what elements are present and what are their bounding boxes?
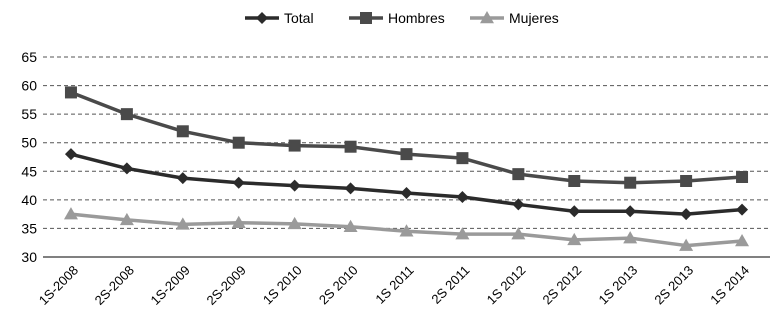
data-point (680, 208, 693, 221)
data-point (176, 172, 189, 185)
data-point (567, 232, 582, 246)
data-point (287, 216, 302, 230)
data-point (63, 207, 78, 220)
data-point (232, 176, 245, 189)
x-tick-label: 1S-2008 (36, 263, 81, 308)
x-tick-label: 1S 2010 (260, 263, 305, 308)
legend-item-mujeres: Mujeres (470, 10, 559, 26)
x-tick-label: 2S 2010 (316, 263, 361, 308)
data-point (679, 238, 694, 251)
series-mujeres (63, 207, 750, 251)
x-tick-label: 1S 2013 (595, 263, 640, 308)
data-point (624, 205, 637, 218)
legend-item-total: Total (245, 10, 314, 26)
series-hombres (64, 86, 749, 189)
data-point (175, 217, 190, 230)
x-tick-label: 2S 2013 (651, 263, 696, 308)
y-tick-label: 40 (21, 192, 37, 208)
data-point (568, 175, 581, 187)
data-point (176, 125, 189, 138)
x-tick-label: 1S 2011 (372, 263, 416, 307)
data-point (288, 139, 301, 152)
y-tick-label: 65 (21, 49, 37, 65)
data-point (456, 152, 469, 165)
x-tick-label: 1S 2014 (707, 263, 752, 308)
data-point (64, 86, 77, 99)
x-tick-label: 1S-2009 (148, 263, 193, 308)
data-point (623, 231, 638, 244)
data-point (736, 171, 749, 183)
data-point (455, 227, 470, 240)
y-tick-label: 50 (21, 135, 37, 151)
series-total (64, 148, 749, 221)
legend-label: Total (284, 10, 314, 26)
data-point (624, 176, 637, 189)
x-tick-label: 2S 2011 (428, 263, 472, 307)
data-point (344, 140, 357, 153)
data-point (680, 175, 693, 187)
legend-marker (256, 12, 268, 24)
data-point (120, 162, 133, 175)
series-line (70, 152, 743, 216)
gridlines (43, 56, 770, 229)
data-point (64, 148, 77, 161)
series-group (63, 86, 750, 251)
data-point (736, 203, 749, 216)
data-point (735, 234, 750, 247)
series-line (70, 90, 743, 185)
data-point (400, 187, 413, 199)
data-point (120, 108, 133, 121)
x-tick-label: 2S 2012 (540, 263, 585, 308)
data-point (512, 198, 525, 211)
data-point (343, 219, 358, 232)
data-point (232, 136, 245, 149)
data-point (456, 191, 469, 203)
data-point (400, 148, 413, 161)
legend-item-hombres: Hombres (349, 10, 445, 26)
x-tick-label: 1S 2012 (484, 263, 529, 308)
y-tick-label: 30 (21, 249, 37, 265)
data-point (288, 179, 301, 192)
y-tick-label: 35 (21, 220, 37, 236)
data-point (511, 227, 526, 240)
data-point (344, 182, 357, 195)
x-tick-label: 2S-2009 (203, 263, 248, 308)
data-point (119, 212, 134, 226)
data-point (399, 224, 414, 237)
y-tick-label: 45 (21, 163, 37, 179)
legend-label: Mujeres (509, 10, 559, 26)
x-tick-label: 2S-2008 (92, 263, 137, 308)
legend-marker (360, 12, 372, 24)
legend-label: Hombres (388, 10, 445, 26)
y-tick-label: 55 (21, 106, 37, 122)
legend-marker (480, 11, 494, 24)
y-axis-ticks: 30 35 40 45 50 55 60 65 (21, 49, 37, 265)
data-point (568, 205, 581, 218)
legend: Total Hombres Mujeres (245, 10, 559, 26)
data-point (512, 168, 525, 181)
data-point (231, 215, 246, 228)
x-axis-ticks: 1S-2008 2S-2008 1S-2009 2S-2009 1S 2010 2S 20… (36, 263, 752, 308)
y-tick-label: 60 (21, 78, 37, 94)
